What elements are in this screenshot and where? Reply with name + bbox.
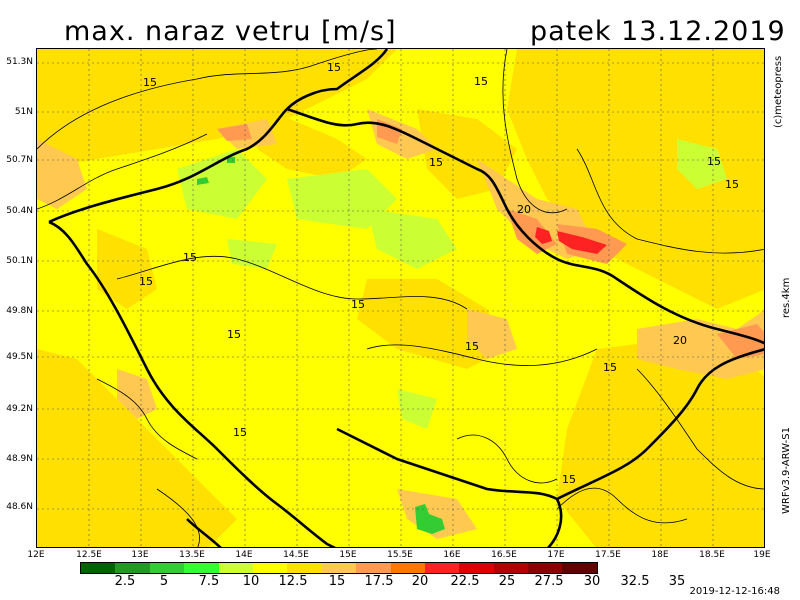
- map-date: patek 13.12.2019: [530, 16, 786, 47]
- colorbar-swatch: [356, 563, 391, 573]
- lon-tick: 17E: [547, 550, 565, 560]
- contour-label: 15: [474, 75, 488, 88]
- resolution-text: res.4km: [781, 277, 792, 318]
- colorbar-label: 12.5: [278, 574, 308, 589]
- contour-label: 15: [429, 156, 443, 169]
- lon-tick: 13E: [131, 550, 149, 560]
- colorbar-swatch: [528, 563, 563, 573]
- contour-label: 15: [707, 155, 721, 168]
- colorbar-swatch: [149, 563, 185, 573]
- colorbar: [80, 562, 598, 574]
- lon-tick: 13.5E: [179, 550, 205, 560]
- lat-tick: 50.1N: [6, 256, 33, 266]
- contour-label: 15: [227, 328, 241, 341]
- contour-label: 15: [351, 298, 365, 311]
- colorbar-label: 7.5: [198, 574, 220, 589]
- gust-field-12: [177, 139, 727, 429]
- contour-label: 20: [673, 334, 687, 347]
- colorbar-label: 20: [411, 574, 429, 589]
- contour-label: 15: [603, 361, 617, 374]
- weather-map: 15 15 15 15 15 15 15 15 15 15 15 15 15 1…: [36, 48, 765, 548]
- colorbar-swatch: [493, 563, 529, 573]
- contour-label: 20: [517, 203, 531, 216]
- lon-tick: 14E: [235, 550, 253, 560]
- colorbar-label: 15: [328, 574, 346, 589]
- lon-tick: 19E: [753, 550, 771, 560]
- colorbar-label: 10: [242, 574, 260, 589]
- lon-tick: 17.5E: [595, 550, 621, 560]
- colorbar-label: 25: [498, 574, 516, 589]
- colorbar-swatch: [459, 563, 494, 573]
- lon-tick: 12E: [27, 550, 45, 560]
- lat-tick: 51.3N: [6, 57, 33, 67]
- colorbar-label: 2.5: [114, 574, 136, 589]
- contour-label: 15: [327, 61, 341, 74]
- country-border: [48, 49, 764, 547]
- colorbar-swatch: [252, 563, 288, 573]
- lon-tick: 18.5E: [699, 550, 725, 560]
- lon-tick: 15E: [339, 550, 357, 560]
- colorbar-label: 27.5: [534, 574, 564, 589]
- colorbar-label: 22.5: [450, 574, 480, 589]
- lon-tick: 15.5E: [387, 550, 413, 560]
- contour-label: 15: [465, 340, 479, 353]
- contour-label: 15: [183, 251, 197, 264]
- map-svg: [37, 49, 764, 547]
- contour-label: 15: [139, 275, 153, 288]
- contour-lines: [37, 49, 764, 547]
- lon-tick: 16.5E: [491, 550, 517, 560]
- lat-tick: 49.8N: [6, 306, 33, 316]
- lat-tick: 50.7N: [6, 155, 33, 165]
- colorbar-swatch: [115, 563, 150, 573]
- colorbar-label: 32.5: [620, 574, 650, 589]
- lon-tick: 18E: [651, 550, 669, 560]
- colorbar-swatch: [81, 563, 116, 573]
- contour-label: 15: [143, 76, 157, 89]
- lon-tick: 16E: [443, 550, 461, 560]
- lon-tick: 12.5E: [76, 550, 102, 560]
- contour-label-layer: 15 15 15 15 15 15 15 15 15 15 15 15 15 1…: [37, 49, 764, 547]
- colorbar-swatch: [424, 563, 460, 573]
- lon-tick: 14.5E: [283, 550, 309, 560]
- lat-tick: 51N: [14, 107, 33, 117]
- lat-tick: 48.9N: [6, 454, 33, 464]
- colorbar-label: 35: [668, 574, 686, 589]
- map-title: max. naraz vetru [m/s]: [64, 16, 397, 47]
- contour-label: 15: [725, 178, 739, 191]
- colorbar-label: 5: [159, 574, 169, 589]
- colorbar-label: 30: [583, 574, 601, 589]
- colorbar-swatch: [184, 563, 219, 573]
- colorbar-label: 17.5: [364, 574, 394, 589]
- contour-label: 15: [233, 426, 247, 439]
- lat-tick: 49.5N: [6, 352, 33, 362]
- colorbar-swatch: [390, 563, 425, 573]
- model-text: WRFv3.9-ARW-S1: [781, 427, 792, 514]
- timestamp: 2019-12-12-16:48: [689, 586, 780, 597]
- lat-tick: 48.6N: [6, 502, 33, 512]
- gust-field-27: [535, 227, 607, 254]
- lat-lon-grid: [37, 49, 764, 547]
- colorbar-swatch: [321, 563, 357, 573]
- lat-tick: 49.2N: [6, 404, 33, 414]
- contour-label: 15: [562, 473, 576, 486]
- colorbar-swatch: [287, 563, 322, 573]
- colorbar-swatch: [218, 563, 253, 573]
- credit-text: (c)meteopress: [773, 55, 784, 128]
- lat-tick: 50.4N: [6, 206, 33, 216]
- gust-field-7: [197, 157, 445, 534]
- colorbar-swatch: [562, 563, 597, 573]
